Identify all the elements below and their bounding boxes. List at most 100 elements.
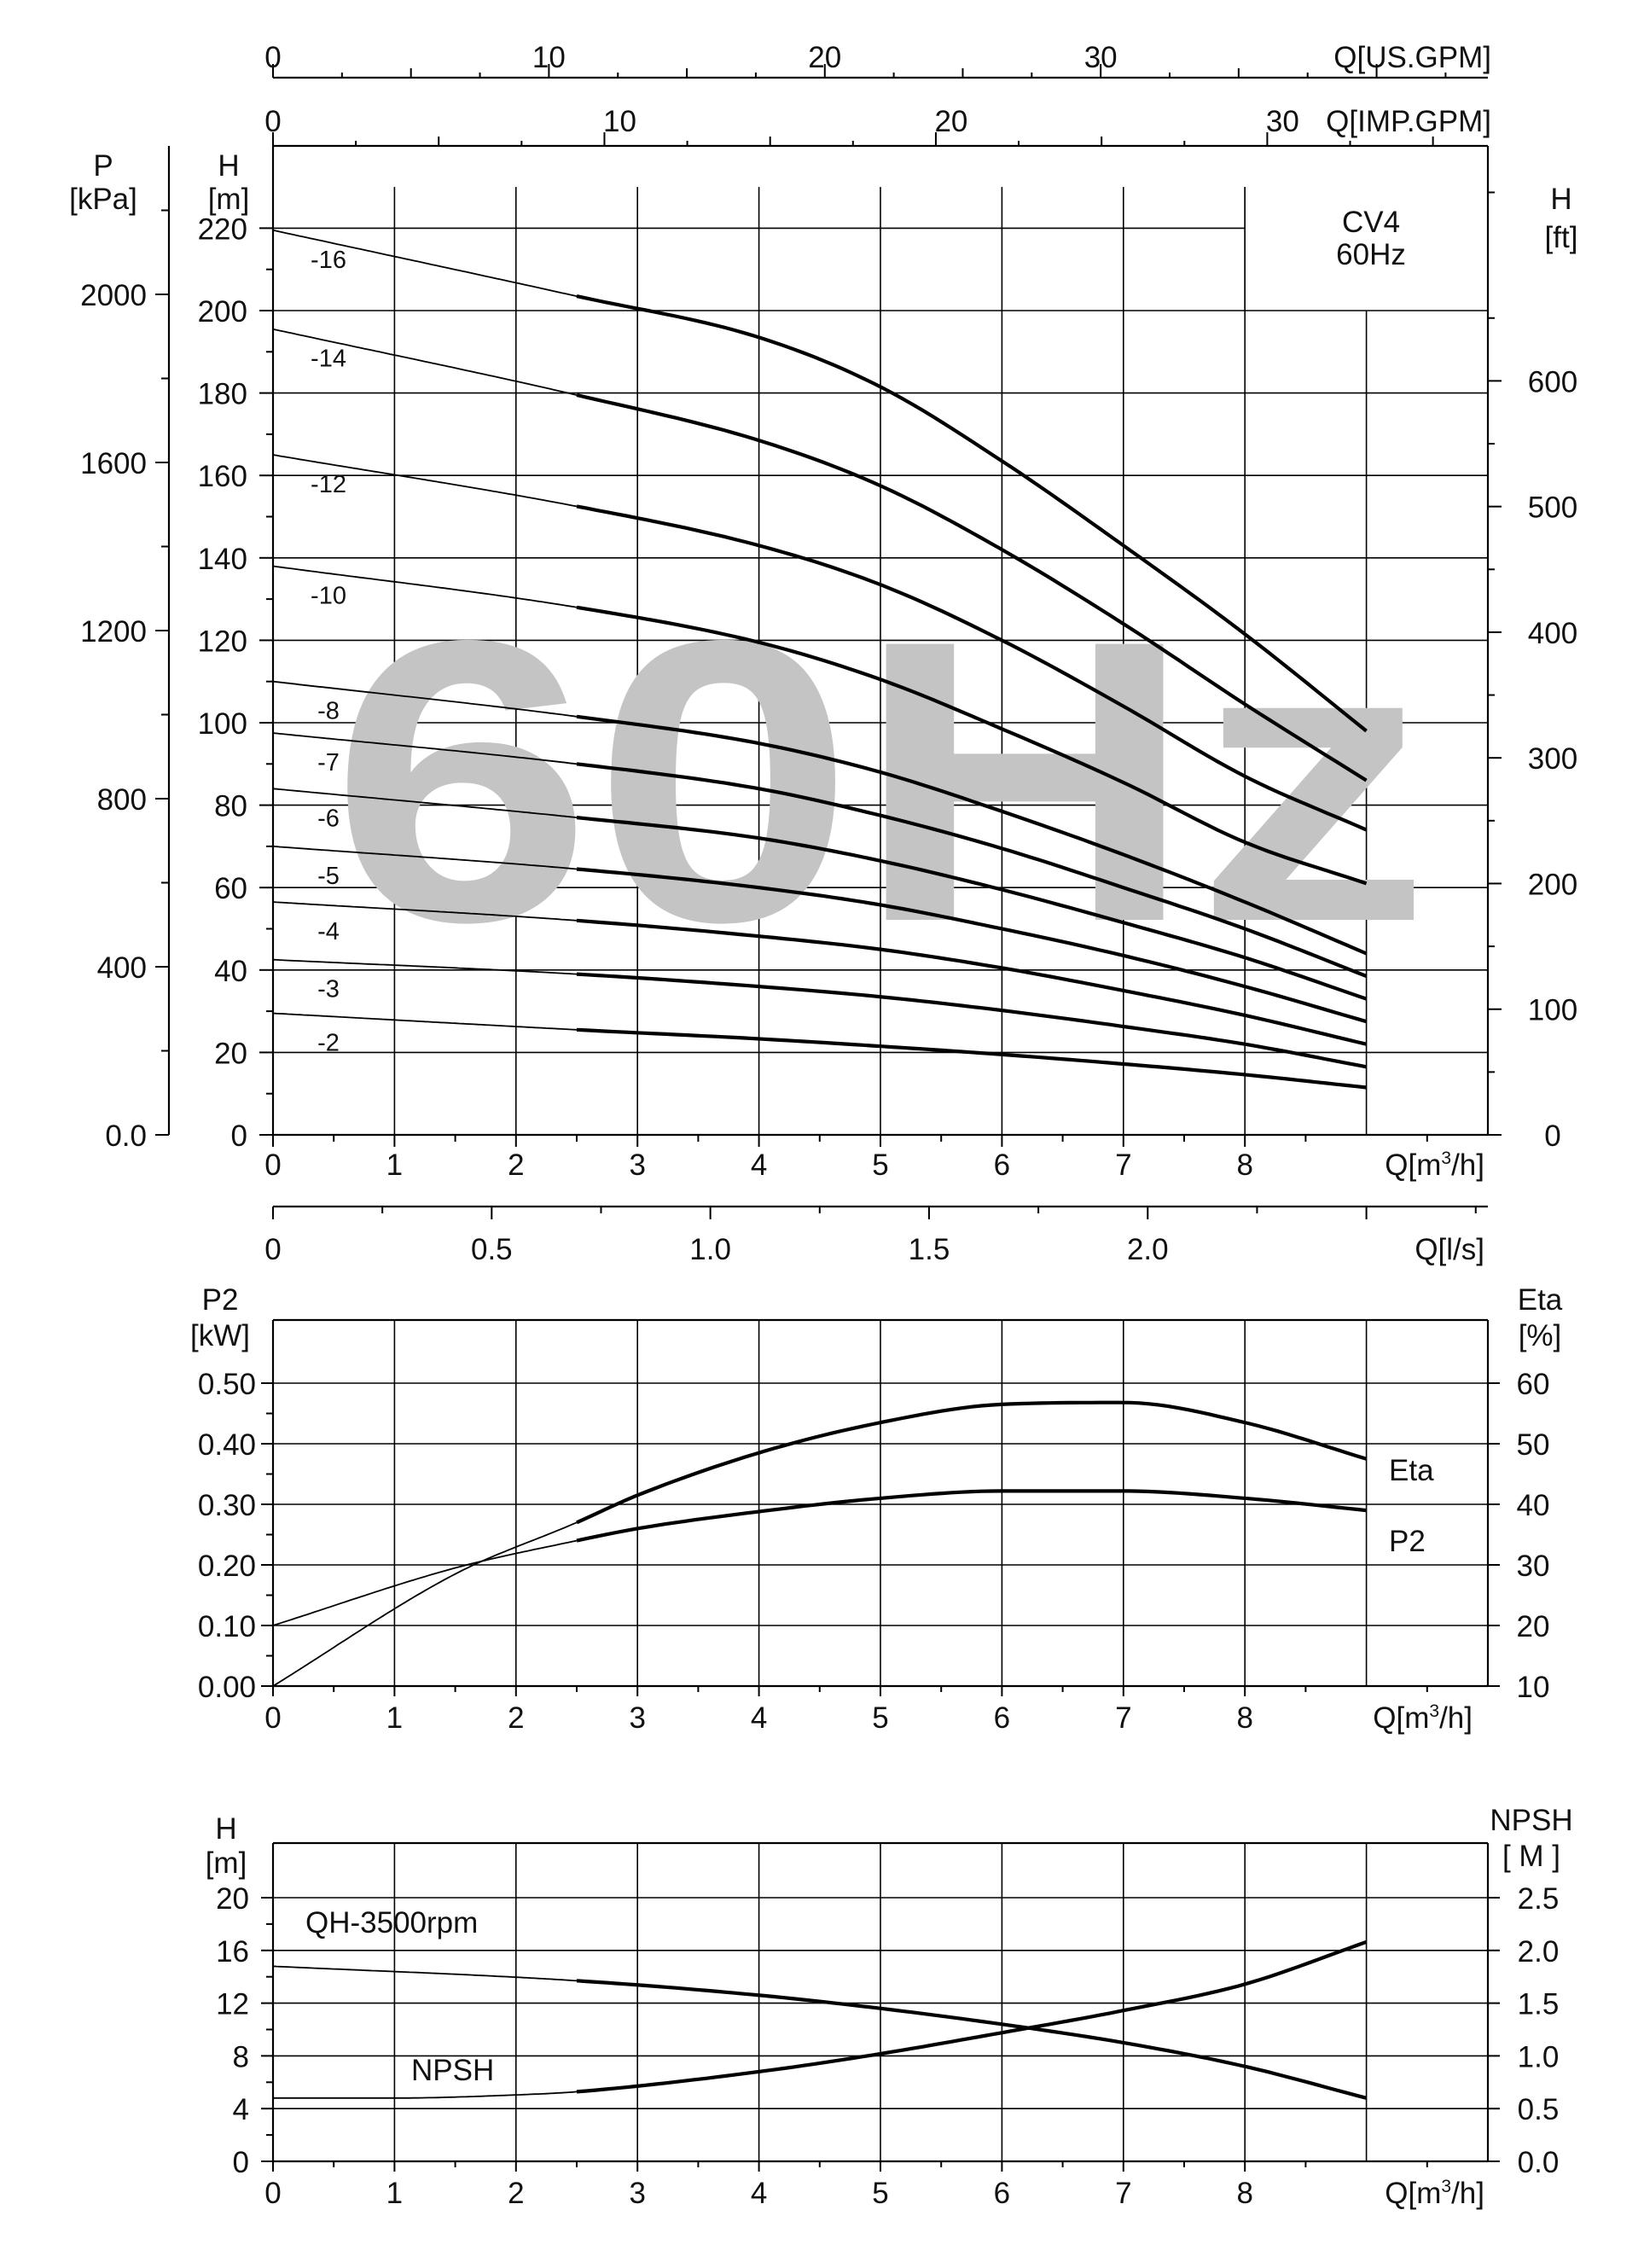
p2-curve-bold [576,1489,1367,1543]
qh-tick-label: 4 [233,2093,249,2126]
curve-label-16: -16 [311,247,346,274]
q-tick-label: 7 [1115,1149,1131,1182]
curve-label-14: -14 [311,346,346,373]
ft-tick-label: 300 [1528,742,1577,776]
npsh-tick-label: 1.5 [1518,1988,1560,2021]
ls-tick-label: 0 [264,1233,281,1266]
npsh-tick-label: 2.0 [1518,1935,1560,1969]
npsh-tick-label: 0.5 [1518,2093,1560,2126]
p2-tick-label: 0.40 [198,1428,256,1462]
p2-q-tick-label: 7 [1115,1701,1131,1735]
ft-tick-label: 0 [1544,1119,1560,1153]
head-curve-12-bold [576,504,1368,832]
us-gpm-tick-label: 20 [808,41,841,74]
qh-axis-unit: [m] [206,1846,247,1880]
imp-gpm-tick-label: 20 [934,105,967,138]
npsh-q-tick-label: 2 [508,2177,524,2210]
qh-tick-label: 20 [216,1882,249,1916]
eta-tick-label: 30 [1517,1550,1550,1583]
us-gpm-tick-label: 30 [1084,41,1118,74]
q-tick-label: 1 [386,1149,403,1182]
p2-q-tick-label: 3 [629,1701,645,1735]
npsh-q-tick-label: 7 [1115,2177,1131,2210]
head-curve-14-bold [576,393,1368,782]
eta-tick-label: 20 [1517,1610,1550,1643]
p2-tick-label: 0.10 [198,1610,256,1643]
npsh-q-tick-label: 3 [629,2177,645,2210]
npsh-q-tick-label: 5 [872,2177,888,2210]
eta-axis-unit: [%] [1519,1319,1562,1352]
p-tick-label: 1600 [80,447,147,480]
p2-q-tick-label: 6 [994,1701,1010,1735]
npsh-q-tick-label: 0 [264,2177,281,2210]
npsh-q-tick-label: 1 [386,2177,403,2210]
curve-label-4: -4 [317,918,340,945]
eta-curve-bold [576,1400,1368,1525]
qh-tick-label: 8 [233,2040,249,2073]
ls-tick-label: 1.5 [909,1233,950,1266]
h-tick-label: 40 [214,955,247,988]
npsh-q-tick-label: 6 [994,2177,1010,2210]
npsh-curve-thin [273,2091,578,2099]
qh-curve-bold [576,1979,1368,2100]
imp-gpm-axis-label: Q[IMP.GPM] [1326,105,1491,138]
head-curve-14-thin [272,328,578,396]
p-tick-label: 2000 [80,279,147,312]
ft-tick-label: 600 [1528,365,1577,398]
npsh-axis-label: NPSH [1490,1804,1572,1837]
qh-curve-thin [272,1965,578,1982]
h-axis-unit: [m] [208,183,250,216]
p2-q-tick-label: 0 [264,1701,281,1735]
q-tick-label: 6 [994,1149,1010,1182]
ls-axis-label: Q[l/s] [1415,1233,1484,1266]
head-curve-4-bold [576,918,1368,1046]
ls-tick-label: 2.0 [1127,1233,1169,1266]
p2-axis-unit: [kW] [190,1319,250,1352]
p2-q-tick-label: 2 [508,1701,524,1735]
p2-axis-label: P2 [202,1283,239,1317]
p2-curve-thin [272,1539,578,1626]
p2-q-tick-label: 8 [1236,1701,1252,1735]
head-curve-5-thin [272,846,578,870]
curve-label-2: -2 [317,1030,340,1057]
p2-q-axis-label: Q[m3/h] [1373,1701,1473,1735]
head-curve-6-bold [576,816,1368,1001]
p2-tick-label: 0.50 [198,1368,256,1401]
p2-q-tick-label: 1 [386,1701,403,1735]
head-curve-3-thin [272,958,578,975]
npsh-q-tick-label: 8 [1236,2177,1252,2210]
h-tick-label: 60 [214,872,247,905]
qh-tick-label: 0 [233,2146,249,2179]
eta-curve-label: Eta [1389,1454,1434,1487]
ft-axis-label: H [1550,183,1571,216]
curve-label-7: -7 [317,749,340,776]
head-curve-7-thin [272,732,578,765]
ft-tick-label: 500 [1528,491,1577,525]
head-curve-2-thin [272,1012,578,1031]
head-curve-3-bold [576,972,1367,1069]
head-curve-8-thin [272,680,578,718]
head-curve-7-bold [576,762,1368,978]
p2-tick-label: 0.20 [198,1550,256,1583]
q-tick-label: 3 [629,1149,645,1182]
us-gpm-axis-label: Q[US.GPM] [1333,41,1491,74]
h-tick-label: 80 [214,790,247,823]
npsh-q-tick-label: 4 [751,2177,767,2210]
curve-label-5: -5 [317,863,340,890]
p2-tick-label: 0.00 [198,1671,256,1704]
head-curve-5-bold [576,867,1368,1024]
imp-gpm-tick-label: 10 [603,105,636,138]
p-axis-label: P [93,149,113,183]
h-tick-label: 20 [214,1037,247,1070]
p-tick-label: 800 [97,783,147,817]
head-curve-12-thin [272,454,578,508]
p-tick-label: 400 [97,951,147,985]
ft-axis-unit: [ft] [1545,221,1578,254]
eta-tick-label: 50 [1517,1428,1550,1462]
h-tick-label: 140 [198,543,247,576]
h-axis-label: H [218,149,239,183]
head-curve-2-bold [576,1027,1367,1090]
npsh-tick-label: 1.0 [1518,2040,1560,2073]
p-tick-label: 1200 [80,615,147,648]
